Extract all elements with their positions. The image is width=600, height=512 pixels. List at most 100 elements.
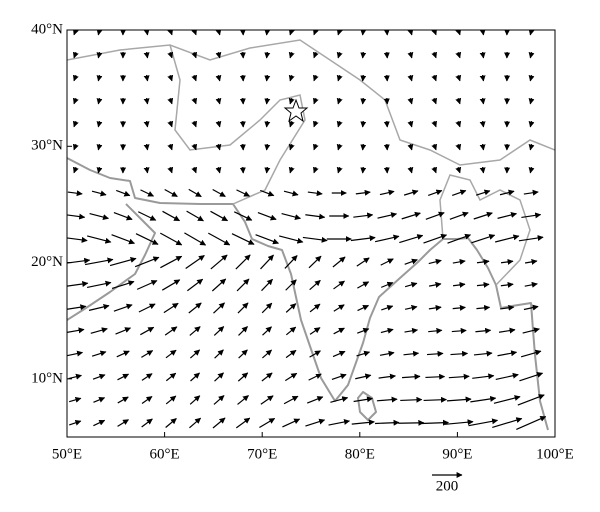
wind-arrow	[93, 443, 105, 449]
wind-arrow	[360, 74, 367, 82]
wind-arrow	[117, 419, 129, 427]
wind-arrow	[160, 255, 183, 269]
wind-arrow	[67, 213, 86, 220]
wind-arrow	[238, 326, 248, 336]
x-tick-label: 70°E	[247, 446, 277, 462]
wind-arrow	[404, 281, 418, 288]
wind-arrow	[475, 189, 491, 196]
wind-arrow	[516, 416, 547, 430]
wind-arrow	[360, 120, 367, 128]
wind-arrow	[90, 327, 108, 334]
wind-arrow	[451, 189, 467, 197]
wind-arrow	[138, 303, 156, 313]
wind-arrow	[284, 372, 298, 382]
wind-arrow	[308, 373, 322, 381]
wind-arrow	[528, 97, 535, 105]
wind-arrow	[261, 302, 273, 314]
wind-arrow	[255, 234, 279, 245]
wind-arrow	[473, 350, 493, 357]
wind-arrow	[115, 327, 132, 335]
wind-arrow	[288, 120, 295, 128]
wind-arrow	[280, 442, 301, 450]
wind-arrow	[313, 97, 319, 105]
wind-arrow	[528, 143, 535, 151]
wind-arrow	[431, 120, 438, 128]
coastline	[357, 391, 377, 421]
wind-arrow	[162, 210, 181, 222]
wind-arrow	[210, 254, 228, 270]
wind-arrow	[307, 190, 323, 197]
wind-arrow	[187, 278, 204, 292]
wind-arrow	[91, 190, 107, 197]
wind-arrow	[407, 166, 414, 174]
wind-arrow	[431, 74, 438, 82]
wind-arrow	[167, 51, 174, 59]
wind-arrow	[163, 302, 179, 314]
wind-arrow	[189, 326, 201, 336]
wind-arrow	[427, 189, 443, 196]
wind-arrow	[191, 51, 198, 59]
wind-arrow	[215, 74, 222, 82]
wind-arrow	[449, 211, 469, 220]
wind-arrow	[333, 327, 345, 335]
wind-arrow	[167, 30, 174, 36]
wind-arrow	[404, 258, 418, 265]
wind-arrow	[403, 189, 419, 196]
wind-arrow	[140, 326, 155, 336]
wind-arrow	[476, 304, 491, 311]
wind-arrow	[360, 97, 367, 105]
wind-arrow	[215, 166, 222, 174]
wind-arrow	[288, 143, 295, 151]
wind-arrow	[333, 304, 345, 312]
wind-arrow	[288, 74, 295, 82]
wind-arrow	[233, 211, 253, 221]
wind-arrow	[355, 189, 371, 196]
wind-arrow	[186, 210, 204, 222]
wind-arrow	[472, 373, 495, 380]
coastline	[67, 203, 156, 321]
wind-arrow	[87, 235, 112, 244]
wind-arrow	[336, 166, 343, 174]
wind-arrow	[360, 51, 367, 59]
wind-arrow	[476, 281, 490, 288]
wind-arrow	[493, 395, 521, 404]
wind-arrow	[383, 30, 390, 36]
wind-arrow	[524, 258, 538, 265]
wind-arrow	[260, 395, 274, 405]
wind-arrow	[374, 419, 400, 426]
wind-arrow	[360, 143, 367, 151]
wind-arrow	[285, 326, 297, 336]
wind-arrow	[67, 236, 88, 243]
wind-arrow	[262, 326, 272, 336]
wind-arrow	[524, 281, 538, 288]
wind-arrow	[401, 373, 421, 380]
wind-arrow	[468, 418, 499, 427]
wind-arrow	[455, 143, 462, 151]
wind-arrow	[336, 30, 343, 36]
wind-arrow	[336, 120, 343, 128]
wind-arrow	[141, 395, 153, 405]
wind-arrow	[523, 189, 539, 196]
wind-arrow	[215, 120, 222, 128]
wind-arrow	[374, 234, 400, 243]
wind-arrow	[431, 30, 438, 36]
wind-arrow	[499, 189, 515, 196]
wind-arrow	[308, 255, 322, 269]
wind-arrow	[428, 258, 442, 265]
wind-arrow	[431, 97, 438, 105]
wind-arrow	[189, 349, 201, 359]
wind-arrow	[72, 97, 79, 105]
wind-arrow	[528, 166, 535, 174]
wind-arrow	[191, 166, 198, 174]
basemap	[67, 39, 555, 431]
wind-arrow	[407, 143, 414, 151]
wind-arrow	[355, 373, 372, 380]
wind-arrow	[283, 395, 299, 405]
wind-arrow	[188, 188, 202, 198]
wind-arrow	[188, 302, 202, 314]
wind-arrow	[160, 232, 183, 246]
wind-arrow	[498, 327, 516, 334]
wind-arrow	[96, 166, 103, 174]
wind-arrow	[96, 120, 103, 128]
